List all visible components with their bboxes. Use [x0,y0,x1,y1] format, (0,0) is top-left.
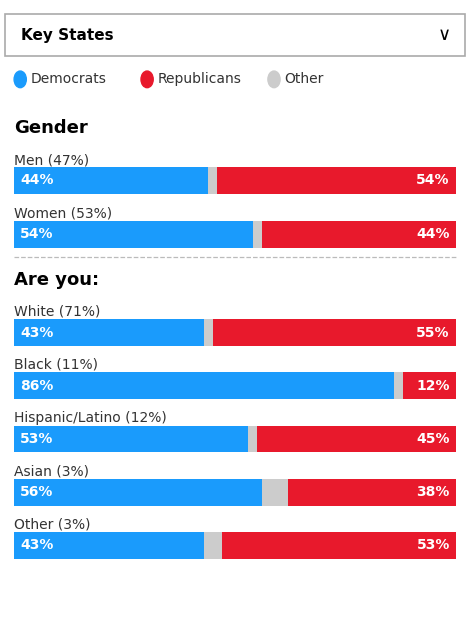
FancyBboxPatch shape [253,221,261,248]
FancyBboxPatch shape [14,532,204,559]
Text: 56%: 56% [20,485,54,499]
Text: 44%: 44% [416,227,450,241]
FancyBboxPatch shape [14,167,209,194]
FancyBboxPatch shape [261,221,456,248]
Text: 44%: 44% [20,173,54,188]
Text: ∨: ∨ [438,26,451,44]
Text: Asian (3%): Asian (3%) [14,464,89,478]
Text: 12%: 12% [416,379,450,393]
Text: Women (53%): Women (53%) [14,207,112,221]
FancyBboxPatch shape [14,372,394,399]
FancyBboxPatch shape [213,319,456,346]
Text: Black (11%): Black (11%) [14,358,98,372]
Text: Other: Other [284,72,324,86]
Text: 53%: 53% [20,432,54,446]
FancyBboxPatch shape [14,221,253,248]
Text: Are you:: Are you: [14,271,99,289]
FancyBboxPatch shape [204,319,213,346]
Text: 45%: 45% [416,432,450,446]
Text: Hispanic/Latino (12%): Hispanic/Latino (12%) [14,411,167,425]
FancyBboxPatch shape [204,532,222,559]
Text: Gender: Gender [14,119,88,137]
Text: White (71%): White (71%) [14,305,101,319]
FancyBboxPatch shape [257,426,456,452]
FancyBboxPatch shape [222,532,456,559]
FancyBboxPatch shape [14,319,204,346]
Text: 54%: 54% [20,227,54,241]
Text: 86%: 86% [20,379,54,393]
Text: Republicans: Republicans [157,72,241,86]
Text: 43%: 43% [20,538,54,552]
Circle shape [268,71,280,88]
Text: Democrats: Democrats [31,72,106,86]
Circle shape [141,71,153,88]
FancyBboxPatch shape [394,372,403,399]
FancyBboxPatch shape [217,167,456,194]
FancyBboxPatch shape [14,479,261,506]
Text: Other (3%): Other (3%) [14,517,91,531]
Text: 54%: 54% [416,173,450,188]
FancyBboxPatch shape [209,167,217,194]
Text: 53%: 53% [416,538,450,552]
FancyBboxPatch shape [5,15,465,56]
FancyBboxPatch shape [288,479,456,506]
FancyBboxPatch shape [14,426,248,452]
FancyBboxPatch shape [403,372,456,399]
Text: Key States: Key States [21,28,114,43]
Text: 43%: 43% [20,326,54,340]
Text: Men (47%): Men (47%) [14,153,89,167]
Circle shape [14,71,26,88]
FancyBboxPatch shape [248,426,257,452]
FancyBboxPatch shape [261,479,288,506]
Text: 38%: 38% [416,485,450,499]
Text: 55%: 55% [416,326,450,340]
